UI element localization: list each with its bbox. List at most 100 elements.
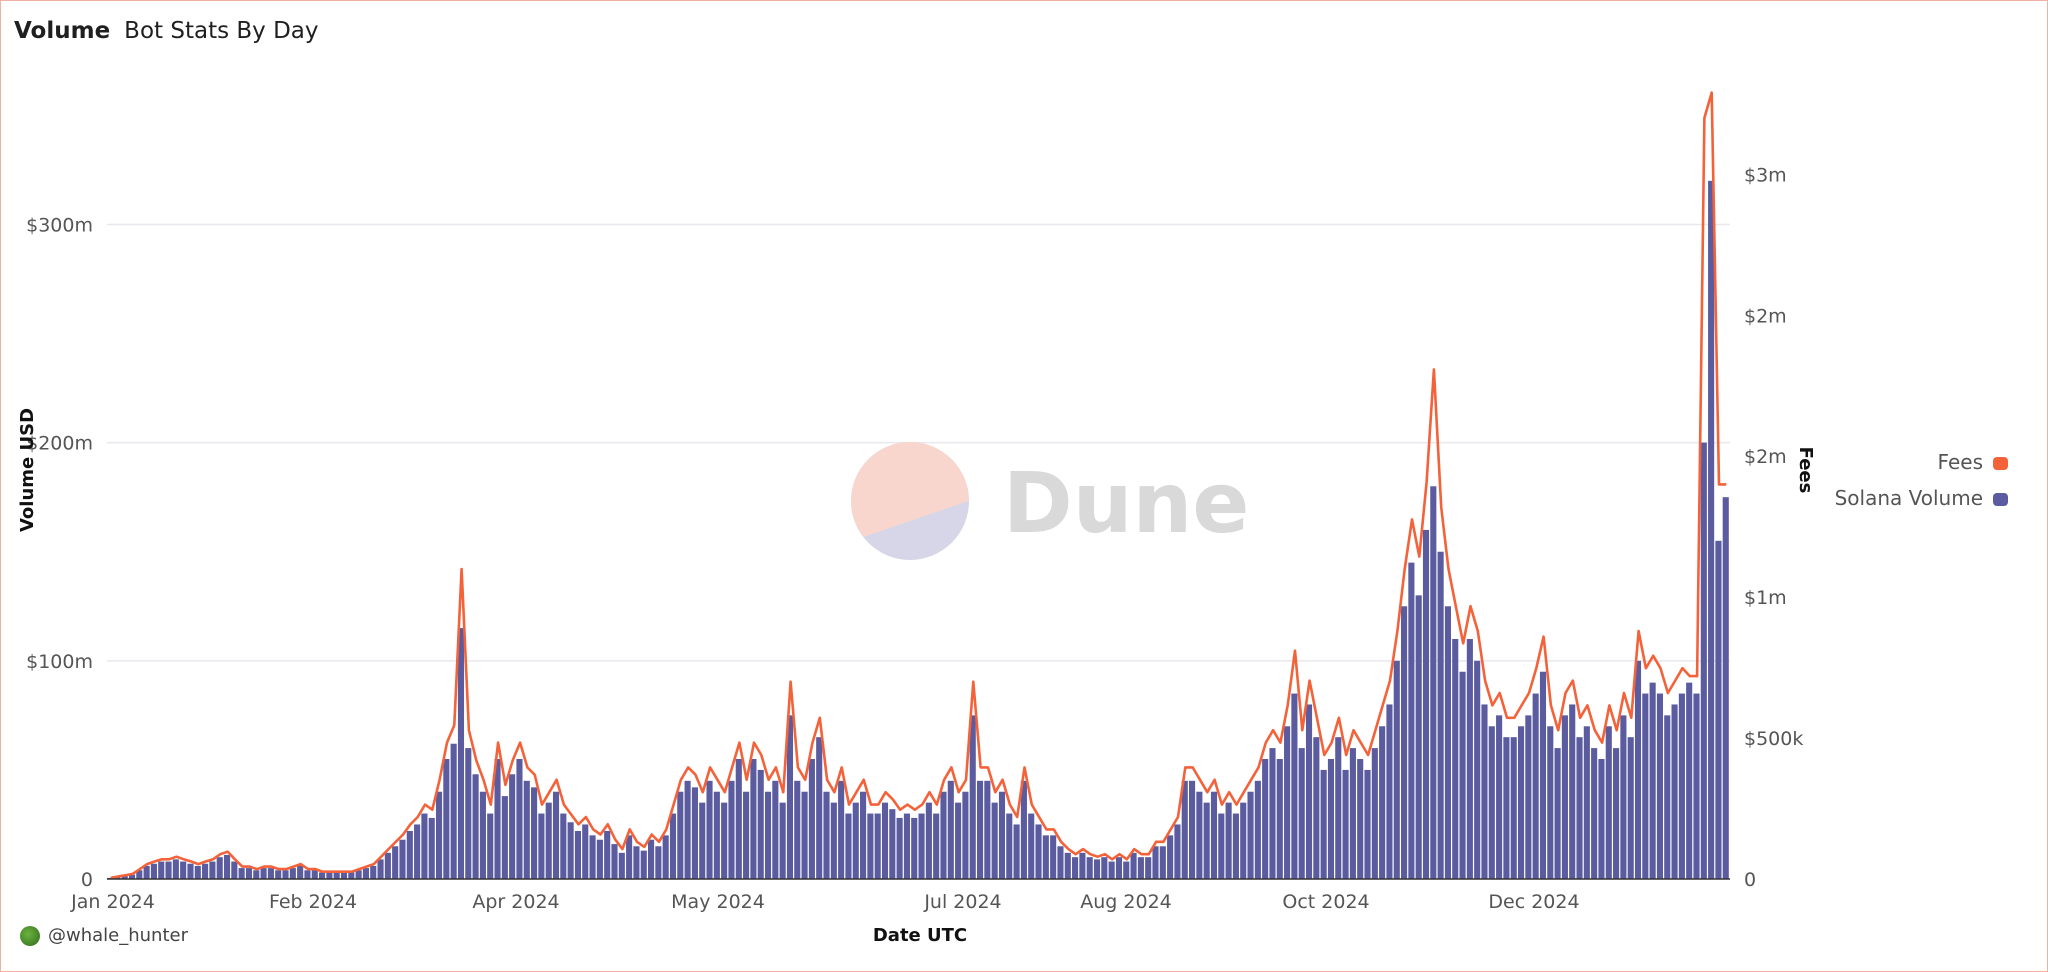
y-tick-label: $200m xyxy=(26,433,93,455)
volume-bar xyxy=(1569,704,1576,879)
volume-bar xyxy=(662,835,669,879)
volume-bar xyxy=(1371,748,1378,879)
volume-bar xyxy=(1115,857,1123,879)
avatar[interactable] xyxy=(20,925,40,946)
volume-bar xyxy=(735,759,742,879)
volume-bar xyxy=(1386,704,1393,879)
volume-bar xyxy=(1284,726,1291,879)
volume-bar xyxy=(362,868,369,879)
volume-bar xyxy=(955,802,962,879)
volume-bar xyxy=(1240,802,1247,879)
volume-bar xyxy=(1408,562,1415,879)
y2-tick-label: 0 xyxy=(1744,869,1756,891)
volume-bar xyxy=(1722,497,1729,879)
volume-bar xyxy=(172,859,179,879)
volume-bar xyxy=(713,791,720,879)
volume-bar xyxy=(560,813,567,879)
volume-bar xyxy=(1401,606,1408,879)
volume-bar xyxy=(1686,682,1693,879)
volume-bar xyxy=(1357,759,1364,879)
volume-bar xyxy=(1028,813,1035,879)
volume-bar xyxy=(538,813,545,879)
volume-bar xyxy=(925,802,932,879)
volume-bar xyxy=(567,822,574,879)
volume-bar xyxy=(1174,824,1181,879)
volume-bar xyxy=(1583,726,1590,879)
volume-bar xyxy=(1444,606,1451,879)
volume-bar xyxy=(494,759,501,879)
volume-bar xyxy=(764,791,772,879)
volume-bar xyxy=(165,861,172,879)
volume-bar xyxy=(1203,802,1210,879)
volume-bar xyxy=(253,870,260,879)
x-tick-label: Feb 2024 xyxy=(269,891,357,913)
volume-bar xyxy=(1708,180,1715,879)
volume-bar xyxy=(523,780,530,879)
volume-bar xyxy=(202,863,209,879)
volume-bar xyxy=(611,844,618,879)
volume-bar xyxy=(1064,852,1071,879)
volume-bar xyxy=(509,774,516,879)
volume-bar xyxy=(1313,737,1320,879)
volume-bar xyxy=(903,813,910,879)
volume-bar xyxy=(1079,852,1086,879)
volume-bar xyxy=(969,715,976,879)
volume-bar xyxy=(933,813,940,879)
volume-bar xyxy=(1181,780,1188,879)
volume-bar xyxy=(896,817,903,879)
volume-bar xyxy=(1276,759,1283,879)
volume-bar xyxy=(626,835,633,879)
volume-bar xyxy=(1474,660,1481,879)
volume-bar xyxy=(1671,704,1678,879)
volume-bar xyxy=(1108,861,1115,879)
volume-bar xyxy=(428,817,435,879)
volume-bar xyxy=(187,863,194,879)
volume-bar xyxy=(531,787,538,879)
volume-bar xyxy=(801,791,808,879)
volume-bar xyxy=(421,813,428,879)
legend: Fees Solana Volume xyxy=(1835,444,2008,516)
legend-item-fees[interactable]: Fees xyxy=(1835,444,2008,480)
volume-bar xyxy=(1481,704,1488,879)
volume-bar xyxy=(1525,715,1532,879)
volume-bar xyxy=(297,865,304,879)
volume-bar xyxy=(231,861,238,879)
volume-bar xyxy=(392,846,399,879)
volume-bar xyxy=(275,870,282,879)
volume-bar xyxy=(1605,726,1612,879)
volume-bar xyxy=(1496,715,1503,879)
volume-bar xyxy=(1364,769,1371,879)
volume-bar xyxy=(1291,693,1298,879)
volume-bar xyxy=(582,824,589,879)
volume-bar xyxy=(1554,748,1561,879)
volume-bar xyxy=(282,870,289,879)
y-tick-label: $300m xyxy=(26,214,93,236)
volume-bar xyxy=(706,780,713,879)
volume-bar xyxy=(1086,857,1093,879)
volume-bar xyxy=(757,769,764,879)
volume-bar xyxy=(1006,813,1013,879)
volume-bar xyxy=(1642,693,1649,879)
legend-label: Solana Volume xyxy=(1834,486,1983,510)
volume-bar xyxy=(516,759,523,879)
volume-bar xyxy=(1576,737,1583,879)
volume-bar xyxy=(728,780,735,879)
volume-bar xyxy=(881,802,889,879)
volume-bar xyxy=(1634,660,1642,879)
volume-bar xyxy=(1254,780,1261,879)
volume-bar xyxy=(1327,759,1335,879)
volume-bar xyxy=(1057,846,1064,879)
volume-bar xyxy=(1035,824,1042,879)
volume-bar xyxy=(1152,846,1159,879)
legend-item-solana-volume[interactable]: Solana Volume xyxy=(1835,480,2008,516)
volume-bar xyxy=(918,813,925,879)
volume-bar xyxy=(267,868,274,879)
volume-bar xyxy=(143,865,150,879)
volume-bar xyxy=(1422,529,1430,879)
author-link[interactable]: @whale_hunter xyxy=(48,925,188,946)
volume-bar xyxy=(860,791,867,879)
volume-bar xyxy=(1013,824,1020,879)
volume-bar xyxy=(984,780,991,879)
y2-tick-label: $1m xyxy=(1744,587,1787,609)
volume-bar xyxy=(136,870,143,879)
